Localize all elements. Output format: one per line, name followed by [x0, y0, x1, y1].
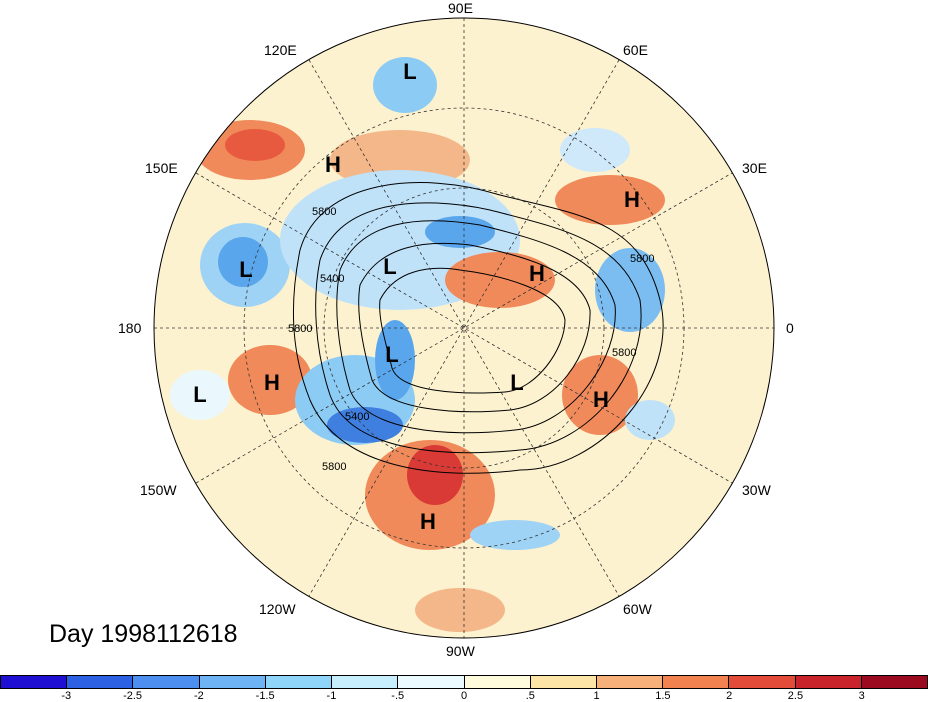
colorbar-tick-label: -2.5 — [123, 690, 143, 702]
high-pressure-marker: H — [593, 387, 609, 412]
contour-labels: 5800 5400 5800 5400 5800 5800 5800 — [288, 206, 654, 473]
lon-label-90e: 90E — [448, 0, 473, 16]
anomaly-shading — [170, 57, 675, 632]
colorbar-tick-label: -.5 — [391, 690, 405, 702]
lon-label-120w: 120W — [259, 601, 296, 617]
height-contours — [292, 182, 664, 474]
colorbar-segment — [795, 676, 862, 688]
ocean-background — [154, 18, 774, 638]
lon-label-150w: 150W — [140, 482, 177, 498]
contour-label: 5800 — [612, 347, 636, 359]
low-pressure-marker: L — [193, 382, 207, 407]
colorbar-tick-label: 0 — [460, 690, 468, 702]
lon-label-0: 0 — [786, 320, 794, 336]
high-pressure-marker: H — [529, 261, 545, 286]
lon-label-120e: 120E — [264, 42, 297, 58]
lon-label-30w: 30W — [742, 482, 771, 498]
colorbar-tick-label: -2 — [193, 690, 204, 702]
colorbar-tick-label: .5 — [525, 690, 535, 702]
colorbar-tick-label: 3 — [858, 690, 865, 702]
low-pressure-marker: L — [403, 59, 417, 84]
lon-label-180: 180 — [118, 320, 142, 336]
lon-label-90w: 90W — [446, 643, 475, 659]
colorbar-segment — [133, 676, 200, 688]
high-pressure-marker: H — [624, 187, 640, 212]
colorbar-segment — [464, 676, 531, 688]
contour-label: 5800 — [322, 461, 346, 473]
contour-label: 5400 — [345, 411, 369, 423]
colorbar-segment — [398, 676, 465, 688]
colorbar-segment — [530, 676, 597, 688]
contour-label: 5400 — [320, 273, 344, 285]
colorbar-segment — [67, 676, 134, 688]
colorbar — [0, 675, 928, 689]
contour-label: 5800 — [630, 253, 654, 265]
lon-label-150e: 150E — [145, 160, 178, 176]
colorbar-segment — [265, 676, 333, 688]
colorbar-segment — [861, 676, 928, 688]
map-border — [153, 17, 775, 639]
low-pressure-marker: L — [385, 342, 399, 367]
low-pressure-marker: L — [239, 257, 253, 282]
high-pressure-marker: H — [325, 152, 341, 177]
colorbar-segment — [663, 676, 730, 688]
contour-label: 5800 — [312, 206, 336, 218]
contour-label: 5800 — [288, 323, 312, 335]
map-title: Day 1998112618 — [49, 620, 238, 648]
graticule — [154, 18, 774, 638]
colorbar-tick-label: -1.5 — [255, 690, 275, 702]
colorbar-tick-label: 2 — [726, 690, 733, 702]
colorbar-segment — [1, 676, 68, 688]
high-pressure-marker: H — [420, 509, 436, 534]
high-pressure-marker: H — [264, 370, 280, 395]
colorbar-segment — [729, 676, 796, 688]
colorbar-segment — [596, 676, 664, 688]
colorbar-tick-label: 2.5 — [787, 690, 804, 702]
lon-label-60w: 60W — [623, 601, 652, 617]
colorbar-tick-label: 1.5 — [655, 690, 671, 702]
lon-label-60e: 60E — [623, 42, 648, 58]
lon-label-30e: 30E — [742, 160, 767, 176]
low-pressure-marker: L — [383, 254, 397, 279]
low-pressure-marker: L — [510, 370, 524, 395]
colorbar-tick-label: 1 — [593, 690, 600, 702]
colorbar-segment — [332, 676, 399, 688]
colorbar-tick-label: -3 — [61, 690, 72, 702]
colorbar-segment — [199, 676, 266, 688]
colorbar-tick-label: -1 — [326, 690, 337, 702]
